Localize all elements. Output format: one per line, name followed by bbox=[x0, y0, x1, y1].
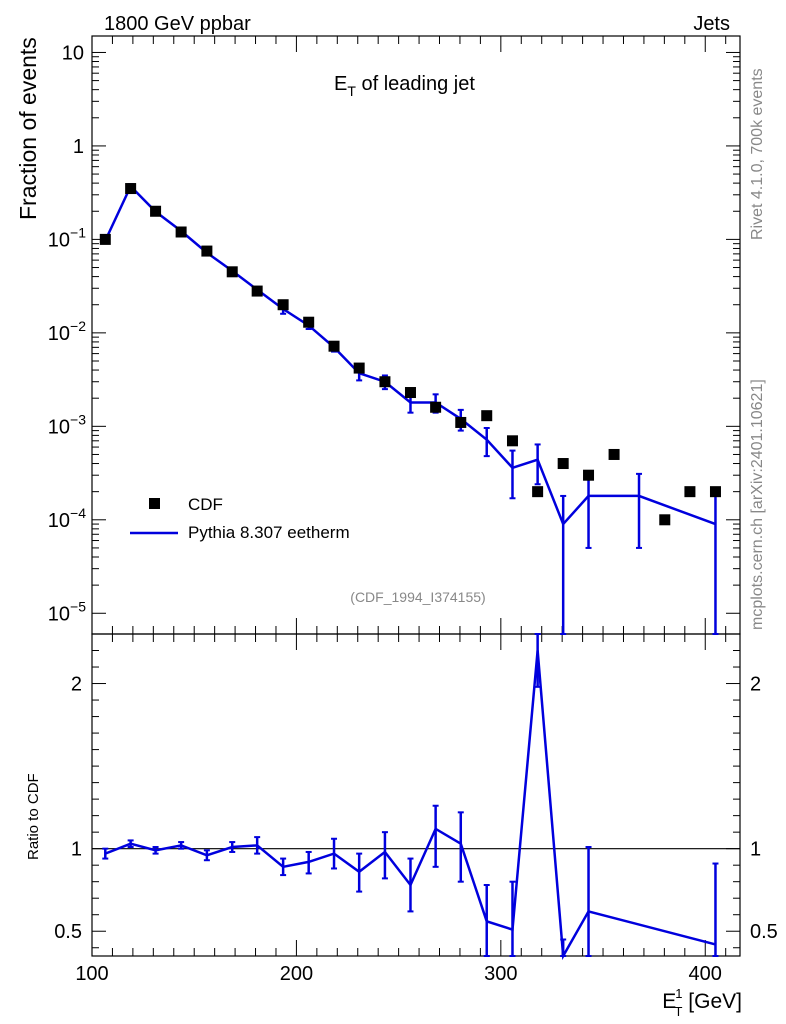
ratio-axes: 100 200 300 400 0.5 0.5 1 1 2 2 bbox=[54, 634, 778, 985]
data-point bbox=[557, 458, 569, 470]
ratio-plot-frame bbox=[91, 633, 741, 957]
mcplots-label: mcplots.cern.ch [arXiv:2401.10621] bbox=[749, 379, 766, 630]
analysis-id: (CDF_1994_I374155) bbox=[350, 589, 485, 605]
data-point bbox=[430, 401, 442, 413]
data-point bbox=[506, 435, 518, 447]
data-point bbox=[684, 486, 696, 498]
y-tick-label: 10−2 bbox=[48, 318, 86, 345]
legend: CDF Pythia 8.307 eetherm bbox=[130, 495, 350, 542]
data-point bbox=[150, 205, 162, 217]
main-title: ET of leading jet bbox=[334, 73, 475, 99]
ratio-y-tick-label: 2 bbox=[71, 674, 82, 696]
y-tick-label: 10−3 bbox=[48, 411, 86, 438]
ratio-y-tick-label-right: 1 bbox=[750, 839, 761, 861]
x-tick-label: 200 bbox=[280, 963, 313, 985]
data-point bbox=[481, 410, 493, 422]
legend-pythia-label: Pythia 8.307 eetherm bbox=[188, 523, 350, 542]
main-axes: 10 1 10−1 10−2 10−3 10−4 10−5 bbox=[48, 36, 740, 634]
data-point bbox=[303, 316, 315, 328]
legend-cdf-label: CDF bbox=[188, 495, 223, 514]
data-point bbox=[251, 285, 263, 297]
data-point bbox=[608, 448, 620, 460]
ratio-y-tick-label: 0.5 bbox=[54, 921, 82, 943]
ratio-y-tick-label-right: 2 bbox=[750, 674, 761, 696]
y-tick-label: 10−4 bbox=[48, 505, 86, 532]
header-right: Jets bbox=[693, 13, 730, 35]
data-point bbox=[201, 245, 213, 257]
data-point bbox=[175, 226, 187, 238]
x-tick-label: 300 bbox=[484, 963, 517, 985]
ratio-y-tick-label: 1 bbox=[71, 839, 82, 861]
data-point bbox=[226, 266, 238, 278]
main-marks bbox=[99, 183, 721, 635]
header-left: 1800 GeV ppbar bbox=[104, 13, 251, 35]
x-axis-label: E1 T [GeV] bbox=[662, 986, 742, 1019]
legend-cdf-marker bbox=[149, 498, 160, 509]
data-point bbox=[709, 486, 721, 498]
data-point bbox=[404, 387, 416, 399]
ratio-marks bbox=[102, 633, 719, 961]
data-point bbox=[328, 340, 340, 352]
data-point bbox=[277, 299, 289, 311]
data-point bbox=[455, 416, 467, 428]
data-point bbox=[583, 469, 595, 481]
ratio-ylabel: Ratio to CDF bbox=[25, 773, 42, 860]
data-point bbox=[99, 233, 111, 245]
main-ylabel: Fraction of events bbox=[15, 37, 41, 220]
data-point bbox=[353, 362, 365, 374]
y-tick-label: 10−5 bbox=[48, 598, 86, 625]
ratio-y-tick-label-right: 0.5 bbox=[750, 921, 778, 943]
y-tick-label: 1 bbox=[73, 136, 84, 158]
x-tick-label: 400 bbox=[689, 963, 722, 985]
mc-line bbox=[104, 184, 716, 527]
data-point bbox=[659, 514, 671, 526]
data-point bbox=[379, 376, 391, 388]
y-tick-label: 10 bbox=[62, 42, 84, 64]
y-tick-label: 10−1 bbox=[48, 224, 86, 251]
ratio-line bbox=[104, 650, 716, 961]
data-point bbox=[125, 183, 137, 195]
main-plot-frame bbox=[91, 35, 741, 635]
x-tick-label: 100 bbox=[75, 963, 108, 985]
data-point bbox=[532, 486, 544, 498]
rivet-label: Rivet 4.1.0, 700k events bbox=[749, 68, 766, 240]
